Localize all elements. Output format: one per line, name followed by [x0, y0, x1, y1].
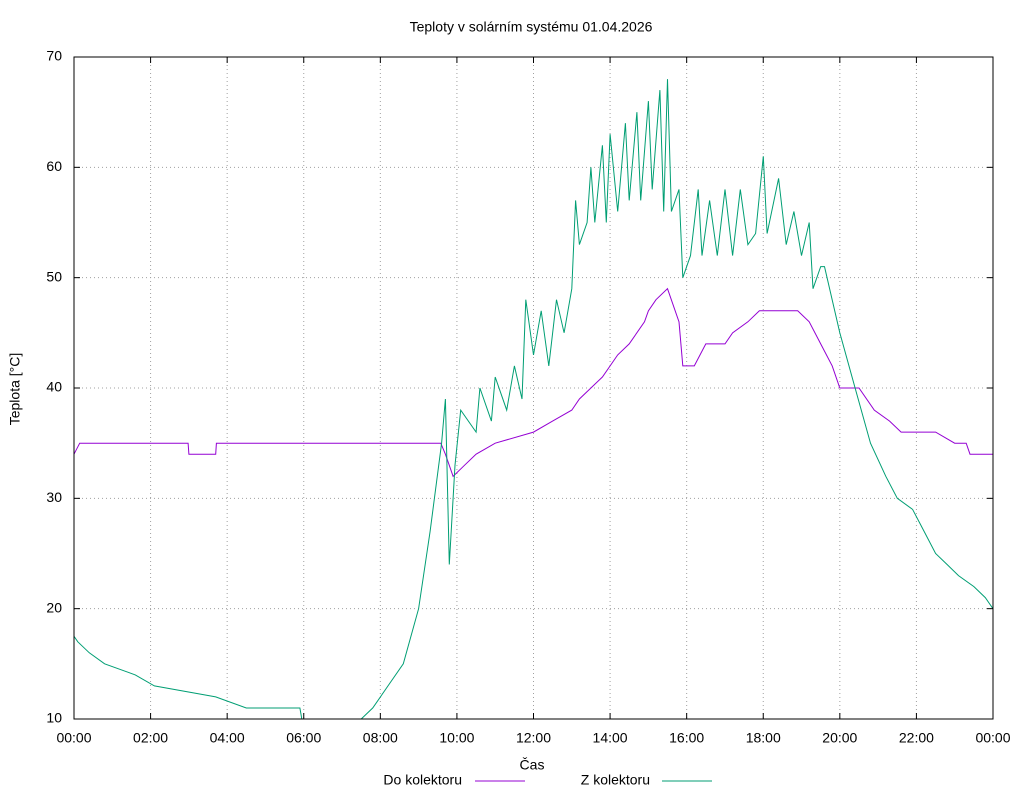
x-tick-label: 02:00 [133, 730, 168, 746]
x-tick-label: 22:00 [899, 730, 934, 746]
x-tick-label: 14:00 [593, 730, 628, 746]
y-tick-label: 50 [46, 268, 62, 284]
x-tick-label: 16:00 [669, 730, 704, 746]
series-line [74, 287, 993, 478]
x-tick-label: 08:00 [363, 730, 398, 746]
y-axis-label: Teplota [°C] [7, 353, 23, 426]
x-axis-label: Čas [520, 757, 545, 773]
y-tick-label: 20 [46, 599, 62, 615]
x-tick-label: 12:00 [516, 730, 551, 746]
chart-title: Teploty v solárním systému 01.04.2026 [410, 19, 653, 35]
legend-label: Do kolektoru [383, 772, 462, 788]
y-tick-label: 60 [46, 158, 62, 174]
series-line [74, 79, 993, 719]
legend-label: Z kolektoru [581, 772, 650, 788]
y-tick-label: 10 [46, 710, 62, 726]
x-tick-label: 00:00 [975, 730, 1010, 746]
x-tick-label: 20:00 [822, 730, 857, 746]
x-tick-label: 00:00 [56, 730, 91, 746]
x-tick-label: 06:00 [286, 730, 321, 746]
x-tick-label: 10:00 [439, 730, 474, 746]
y-tick-label: 40 [46, 379, 62, 395]
y-tick-label: 70 [46, 48, 62, 64]
y-tick-label: 30 [46, 489, 62, 505]
plot-area [74, 79, 993, 719]
x-tick-label: 18:00 [746, 730, 781, 746]
x-tick-label: 04:00 [210, 730, 245, 746]
